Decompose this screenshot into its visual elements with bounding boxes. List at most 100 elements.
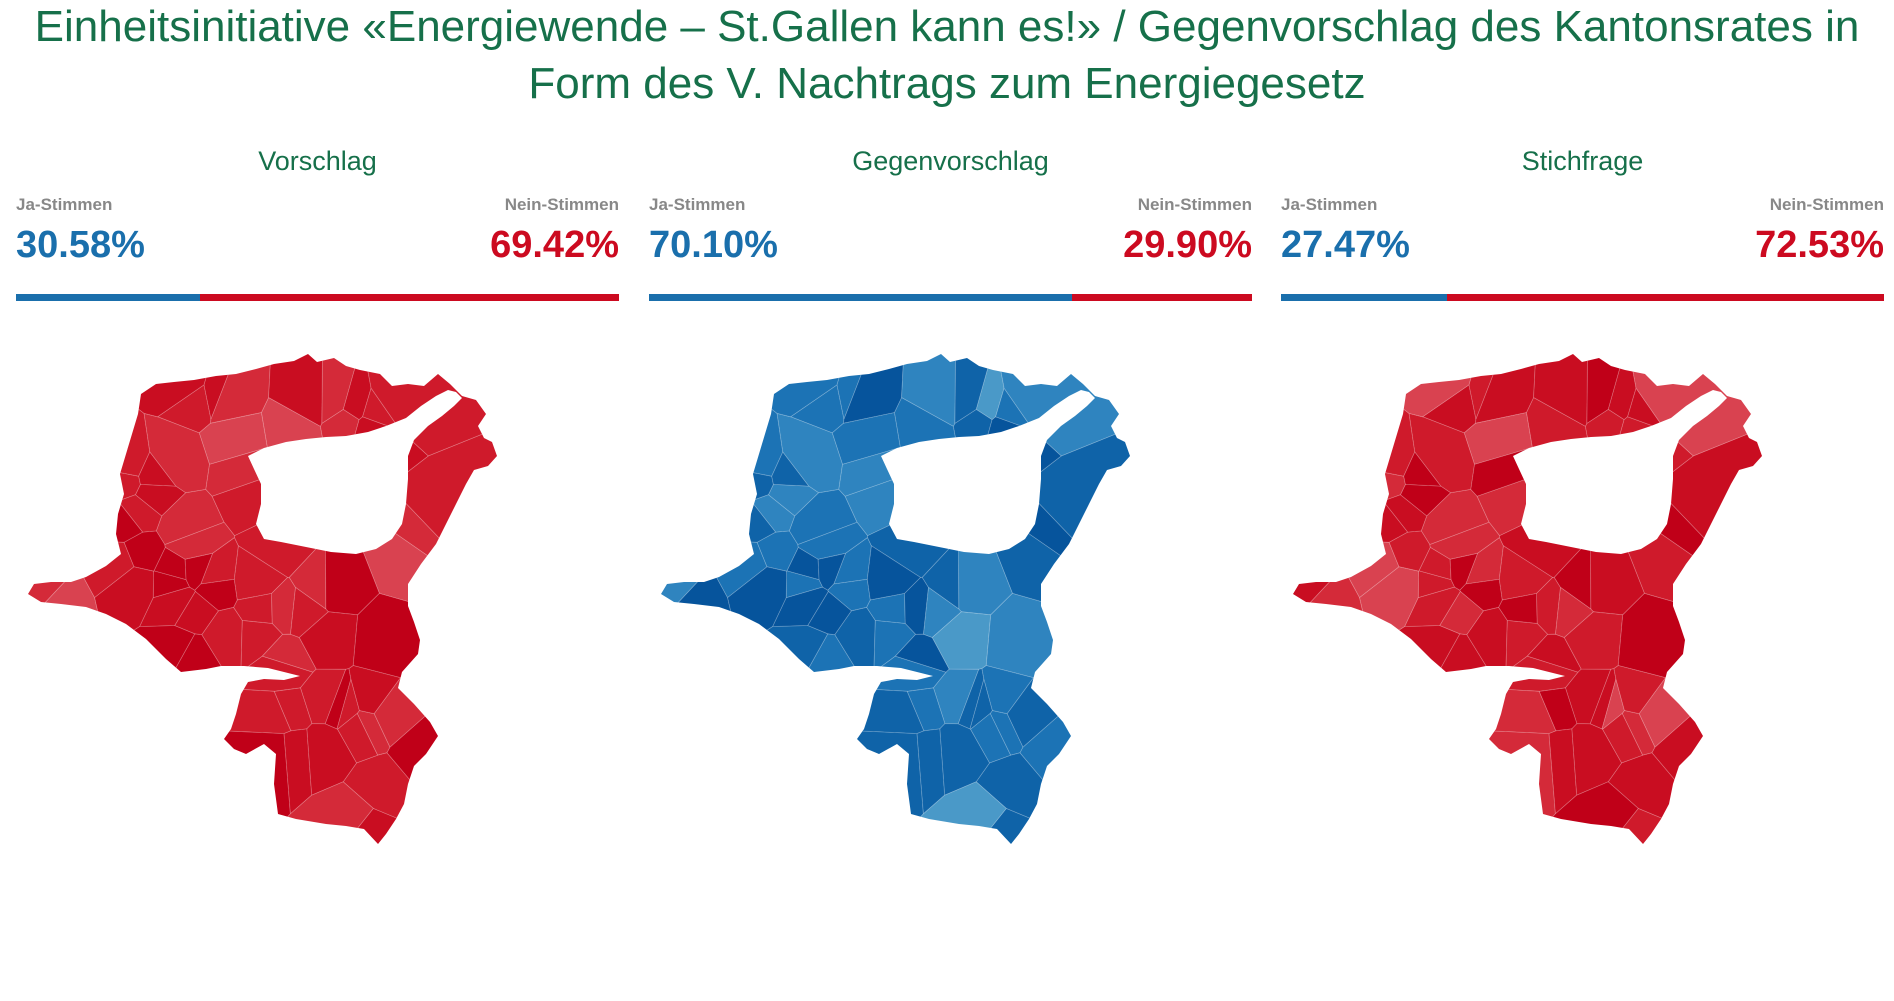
- result-bar: [16, 294, 619, 301]
- municipality-area[interactable]: [1021, 362, 1252, 656]
- page-title: Einheitsinitiative «Energiewende – St.Ga…: [34, 2, 1860, 108]
- municipality-area[interactable]: [1429, 521, 1501, 560]
- result-bar-yes-segment: [16, 294, 201, 301]
- no-percentage: 72.53%: [1755, 224, 1884, 266]
- panel-vorschlag: Vorschlag Ja-Stimmen Nein-Stimmen 30.58%…: [16, 144, 619, 994]
- municipality-area[interactable]: [1563, 611, 1624, 670]
- municipality-area[interactable]: [1533, 344, 1589, 427]
- municipality-area[interactable]: [797, 521, 869, 560]
- municipality-area[interactable]: [1354, 781, 1639, 994]
- municipality-area[interactable]: [360, 344, 619, 457]
- municipality-map[interactable]: [649, 344, 1252, 994]
- panel-heading: Stichfrage: [1521, 146, 1644, 176]
- yes-percentage: 27.47%: [1281, 224, 1410, 266]
- municipality-area[interactable]: [1281, 344, 1416, 477]
- municipality-area[interactable]: [164, 521, 236, 560]
- municipality-area[interactable]: [16, 729, 291, 994]
- municipality-area[interactable]: [954, 344, 996, 425]
- municipality-area[interactable]: [16, 566, 107, 960]
- panel-heading: Vorschlag: [258, 146, 377, 176]
- municipality-area[interactable]: [831, 412, 901, 465]
- municipality-area[interactable]: [200, 536, 239, 585]
- municipality-area[interactable]: [1465, 536, 1504, 585]
- municipality-area[interactable]: [1617, 592, 1823, 679]
- yes-percentage: 30.58%: [16, 224, 145, 266]
- municipality-area[interactable]: [1602, 712, 1644, 764]
- yes-percentage: 70.10%: [649, 224, 778, 266]
- municipality-group: [649, 344, 1252, 994]
- municipality-area[interactable]: [866, 592, 906, 624]
- municipality-area[interactable]: [388, 362, 619, 656]
- municipality-area[interactable]: [194, 578, 238, 612]
- municipality-area[interactable]: [1281, 729, 1556, 994]
- municipality-area[interactable]: [1337, 633, 1499, 853]
- result-bar-no-segment: [1446, 294, 1884, 301]
- municipality-area[interactable]: [1439, 590, 1484, 636]
- municipality-area[interactable]: [1459, 578, 1503, 612]
- municipality-area[interactable]: [649, 625, 829, 924]
- municipality-area[interactable]: [866, 545, 922, 601]
- municipality-area[interactable]: [931, 611, 992, 670]
- municipality-area[interactable]: [319, 408, 360, 498]
- municipality-area[interactable]: [1457, 807, 1884, 994]
- municipality-group: [16, 344, 619, 994]
- municipality-area[interactable]: [192, 807, 619, 994]
- municipality-area[interactable]: [1463, 412, 1533, 465]
- municipality-map[interactable]: [1281, 344, 1884, 994]
- municipality-area[interactable]: [825, 807, 1252, 994]
- municipality-area[interactable]: [993, 344, 1252, 457]
- municipality-area[interactable]: [89, 781, 374, 994]
- municipality-area[interactable]: [298, 611, 359, 670]
- result-bar-yes-segment: [1281, 294, 1447, 301]
- municipality-map[interactable]: [16, 344, 619, 994]
- municipality-area[interactable]: [337, 712, 379, 764]
- municipality-area[interactable]: [1498, 592, 1538, 624]
- municipality-area[interactable]: [16, 625, 196, 924]
- municipality-area[interactable]: [16, 344, 151, 477]
- panel-gegenvorschlag: Gegenvorschlag Ja-Stimmen Nein-Stimmen 7…: [649, 144, 1252, 994]
- municipality-area[interactable]: [901, 344, 957, 427]
- municipality-area[interactable]: [649, 344, 784, 477]
- municipality-area[interactable]: [985, 592, 1191, 679]
- no-votes-label: Nein-Stimmen: [1769, 195, 1884, 214]
- municipality-area[interactable]: [1625, 344, 1884, 457]
- municipality-area[interactable]: [174, 590, 219, 636]
- municipality-area[interactable]: [1586, 344, 1628, 425]
- municipality-area[interactable]: [233, 545, 289, 601]
- municipality-area[interactable]: [1281, 566, 1372, 960]
- municipality-area[interactable]: [1281, 461, 1344, 678]
- municipality-area[interactable]: [352, 592, 558, 679]
- municipality-area[interactable]: [268, 344, 324, 427]
- municipality-area[interactable]: [1584, 408, 1625, 498]
- municipality-area[interactable]: [649, 729, 924, 994]
- municipality-area[interactable]: [1281, 625, 1461, 924]
- result-bar: [649, 294, 1252, 301]
- municipality-area[interactable]: [1019, 646, 1252, 994]
- municipality-area[interactable]: [72, 633, 234, 853]
- municipality-area[interactable]: [827, 578, 871, 612]
- municipality-area[interactable]: [1498, 545, 1554, 601]
- panel-heading: Gegenvorschlag: [852, 146, 1049, 176]
- no-votes-label: Nein-Stimmen: [504, 195, 619, 214]
- municipality-area[interactable]: [649, 566, 740, 960]
- municipality-area[interactable]: [722, 781, 1007, 994]
- no-percentage: 29.90%: [1123, 224, 1252, 266]
- municipality-area[interactable]: [233, 592, 273, 624]
- municipality-area[interactable]: [807, 590, 852, 636]
- result-bar-no-segment: [200, 294, 619, 301]
- municipality-area[interactable]: [970, 712, 1012, 764]
- municipality-area[interactable]: [198, 412, 268, 465]
- municipality-area[interactable]: [1653, 362, 1884, 656]
- municipality-area[interactable]: [1651, 646, 1884, 994]
- municipality-area[interactable]: [16, 461, 79, 678]
- no-votes-label: Nein-Stimmen: [1137, 195, 1252, 214]
- municipality-area[interactable]: [386, 646, 619, 994]
- municipality-area[interactable]: [952, 408, 993, 498]
- municipality-area[interactable]: [705, 633, 867, 853]
- municipality-area[interactable]: [649, 461, 712, 678]
- yes-votes-label: Ja-Stimmen: [1281, 195, 1378, 214]
- no-percentage: 69.42%: [490, 224, 619, 266]
- yes-votes-label: Ja-Stimmen: [649, 195, 746, 214]
- municipality-area[interactable]: [833, 536, 872, 585]
- municipality-area[interactable]: [321, 344, 363, 425]
